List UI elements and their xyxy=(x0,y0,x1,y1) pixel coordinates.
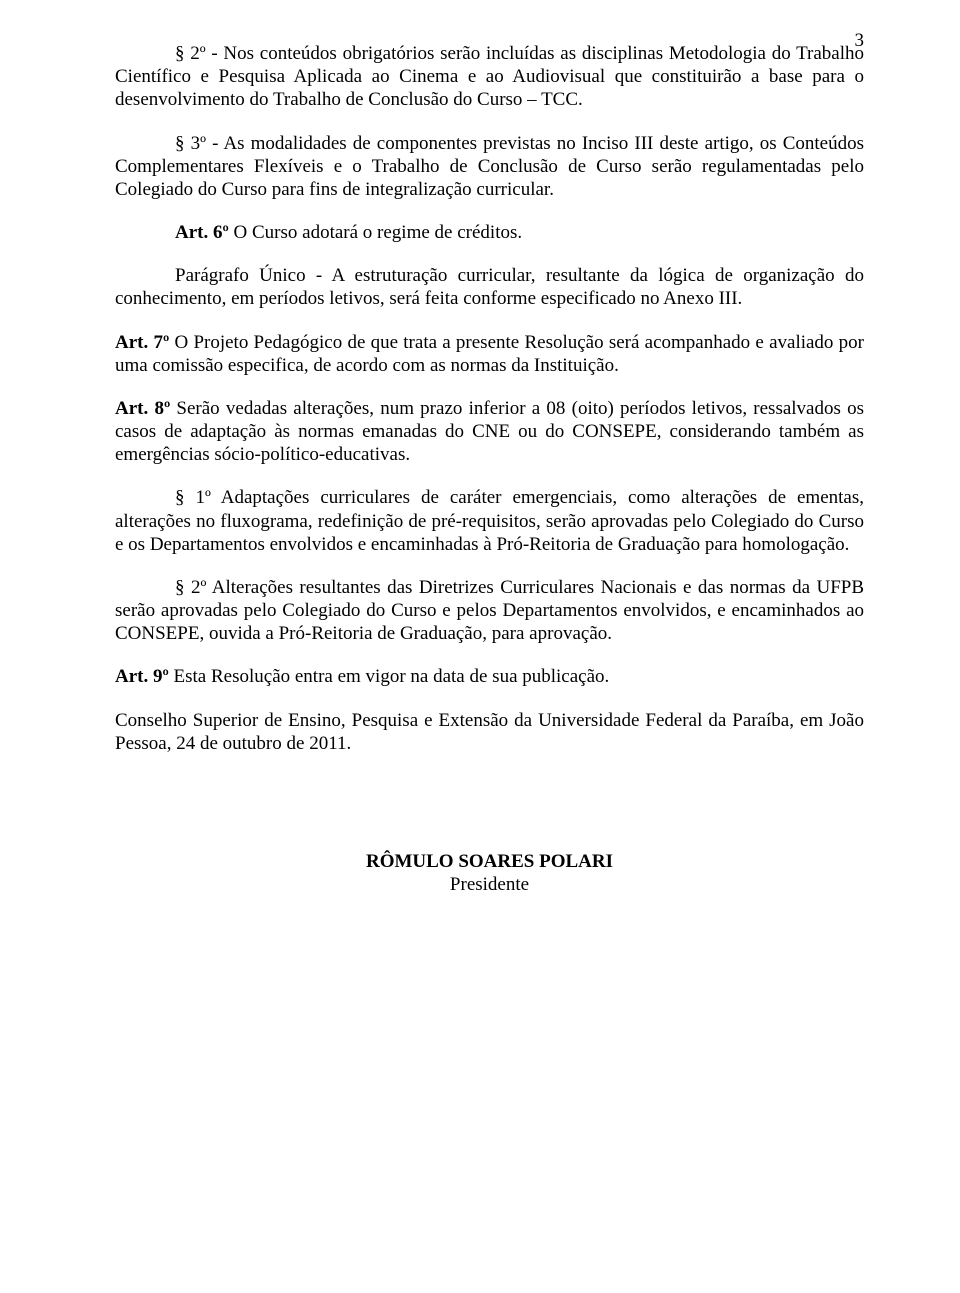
article-9-text: Esta Resolução entra em vigor na data de… xyxy=(169,666,610,687)
closing-paragraph: Conselho Superior de Ensino, Pesquisa e … xyxy=(115,709,864,755)
signature-name: RÔMULO SOARES POLARI xyxy=(115,850,864,873)
article-6-text: O Curso adotará o regime de créditos. xyxy=(229,222,522,243)
paragraph-unico: Parágrafo Único - A estruturação curricu… xyxy=(115,264,864,310)
paragraph-2-1: § 2º - Nos conteúdos obrigatórios serão … xyxy=(115,42,864,112)
article-8-text: Serão vedadas alterações, num prazo infe… xyxy=(115,398,864,465)
document-page: 3 § 2º - Nos conteúdos obrigatórios serã… xyxy=(0,0,960,1293)
article-9-label: Art. 9º xyxy=(115,666,169,687)
paragraph-3-1: § 3º - As modalidades de componentes pre… xyxy=(115,132,864,202)
article-7: Art. 7º O Projeto Pedagógico de que trat… xyxy=(115,331,864,377)
article-8-label: Art. 8º xyxy=(115,398,170,419)
signature-block: RÔMULO SOARES POLARI Presidente xyxy=(115,850,864,896)
signature-title: Presidente xyxy=(115,873,864,896)
article-6-label: Art. 6º xyxy=(175,222,229,243)
page-number: 3 xyxy=(855,30,865,52)
article-7-label: Art. 7º xyxy=(115,332,169,353)
paragraph-2: § 2º Alterações resultantes das Diretriz… xyxy=(115,576,864,646)
article-7-text: O Projeto Pedagógico de que trata a pres… xyxy=(115,332,864,376)
paragraph-1: § 1º Adaptações curriculares de caráter … xyxy=(115,486,864,556)
article-8: Art. 8º Serão vedadas alterações, num pr… xyxy=(115,397,864,467)
article-6: Art. 6º O Curso adotará o regime de créd… xyxy=(115,221,864,244)
article-9: Art. 9º Esta Resolução entra em vigor na… xyxy=(115,665,864,688)
